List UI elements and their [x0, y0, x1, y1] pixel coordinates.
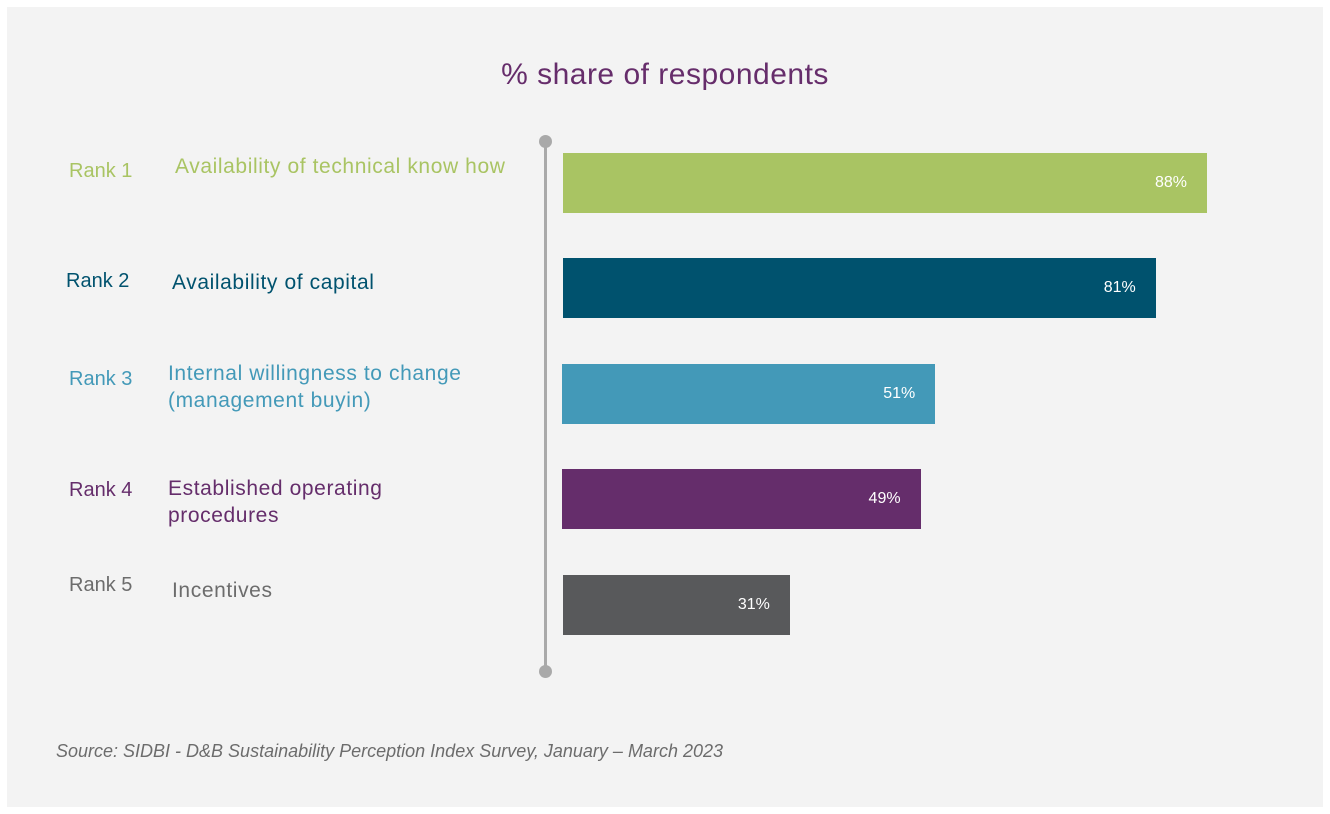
bar-value-rank-1: 88%	[1154, 174, 1187, 191]
bar-rank-3	[562, 364, 936, 424]
axis-line	[544, 141, 547, 672]
rank-label-1: Rank 1	[69, 160, 133, 182]
rank-label-5: Rank 5	[69, 574, 133, 596]
bar-rank-2	[563, 258, 1156, 318]
category-label-5: Incentives	[172, 579, 273, 602]
chart-title: % share of respondents	[501, 58, 829, 91]
bar-rank-4	[562, 469, 921, 529]
bar-value-rank-5: 31%	[737, 596, 770, 613]
category-label-2: Availability of capital	[172, 271, 375, 294]
category-label-4: Established operating procedures	[168, 477, 383, 527]
axis-top-dot	[539, 135, 552, 148]
axis-bottom-dot	[539, 665, 552, 678]
bar-value-rank-2: 81%	[1103, 279, 1136, 296]
rank-label-3: Rank 3	[69, 368, 133, 390]
bar-rank-5	[563, 575, 790, 635]
rank-label-2: Rank 2	[66, 270, 130, 292]
bar-rank-1	[563, 153, 1207, 213]
rank-label-4: Rank 4	[69, 479, 133, 501]
category-label-3: Internal willingness to change (manageme…	[168, 362, 462, 412]
bar-value-rank-4: 49%	[868, 490, 901, 507]
source-note: Source: SIDBI - D&B Sustainability Perce…	[56, 741, 723, 761]
category-label-1: Availability of technical know how	[175, 155, 506, 178]
bar-value-rank-3: 51%	[883, 385, 916, 402]
